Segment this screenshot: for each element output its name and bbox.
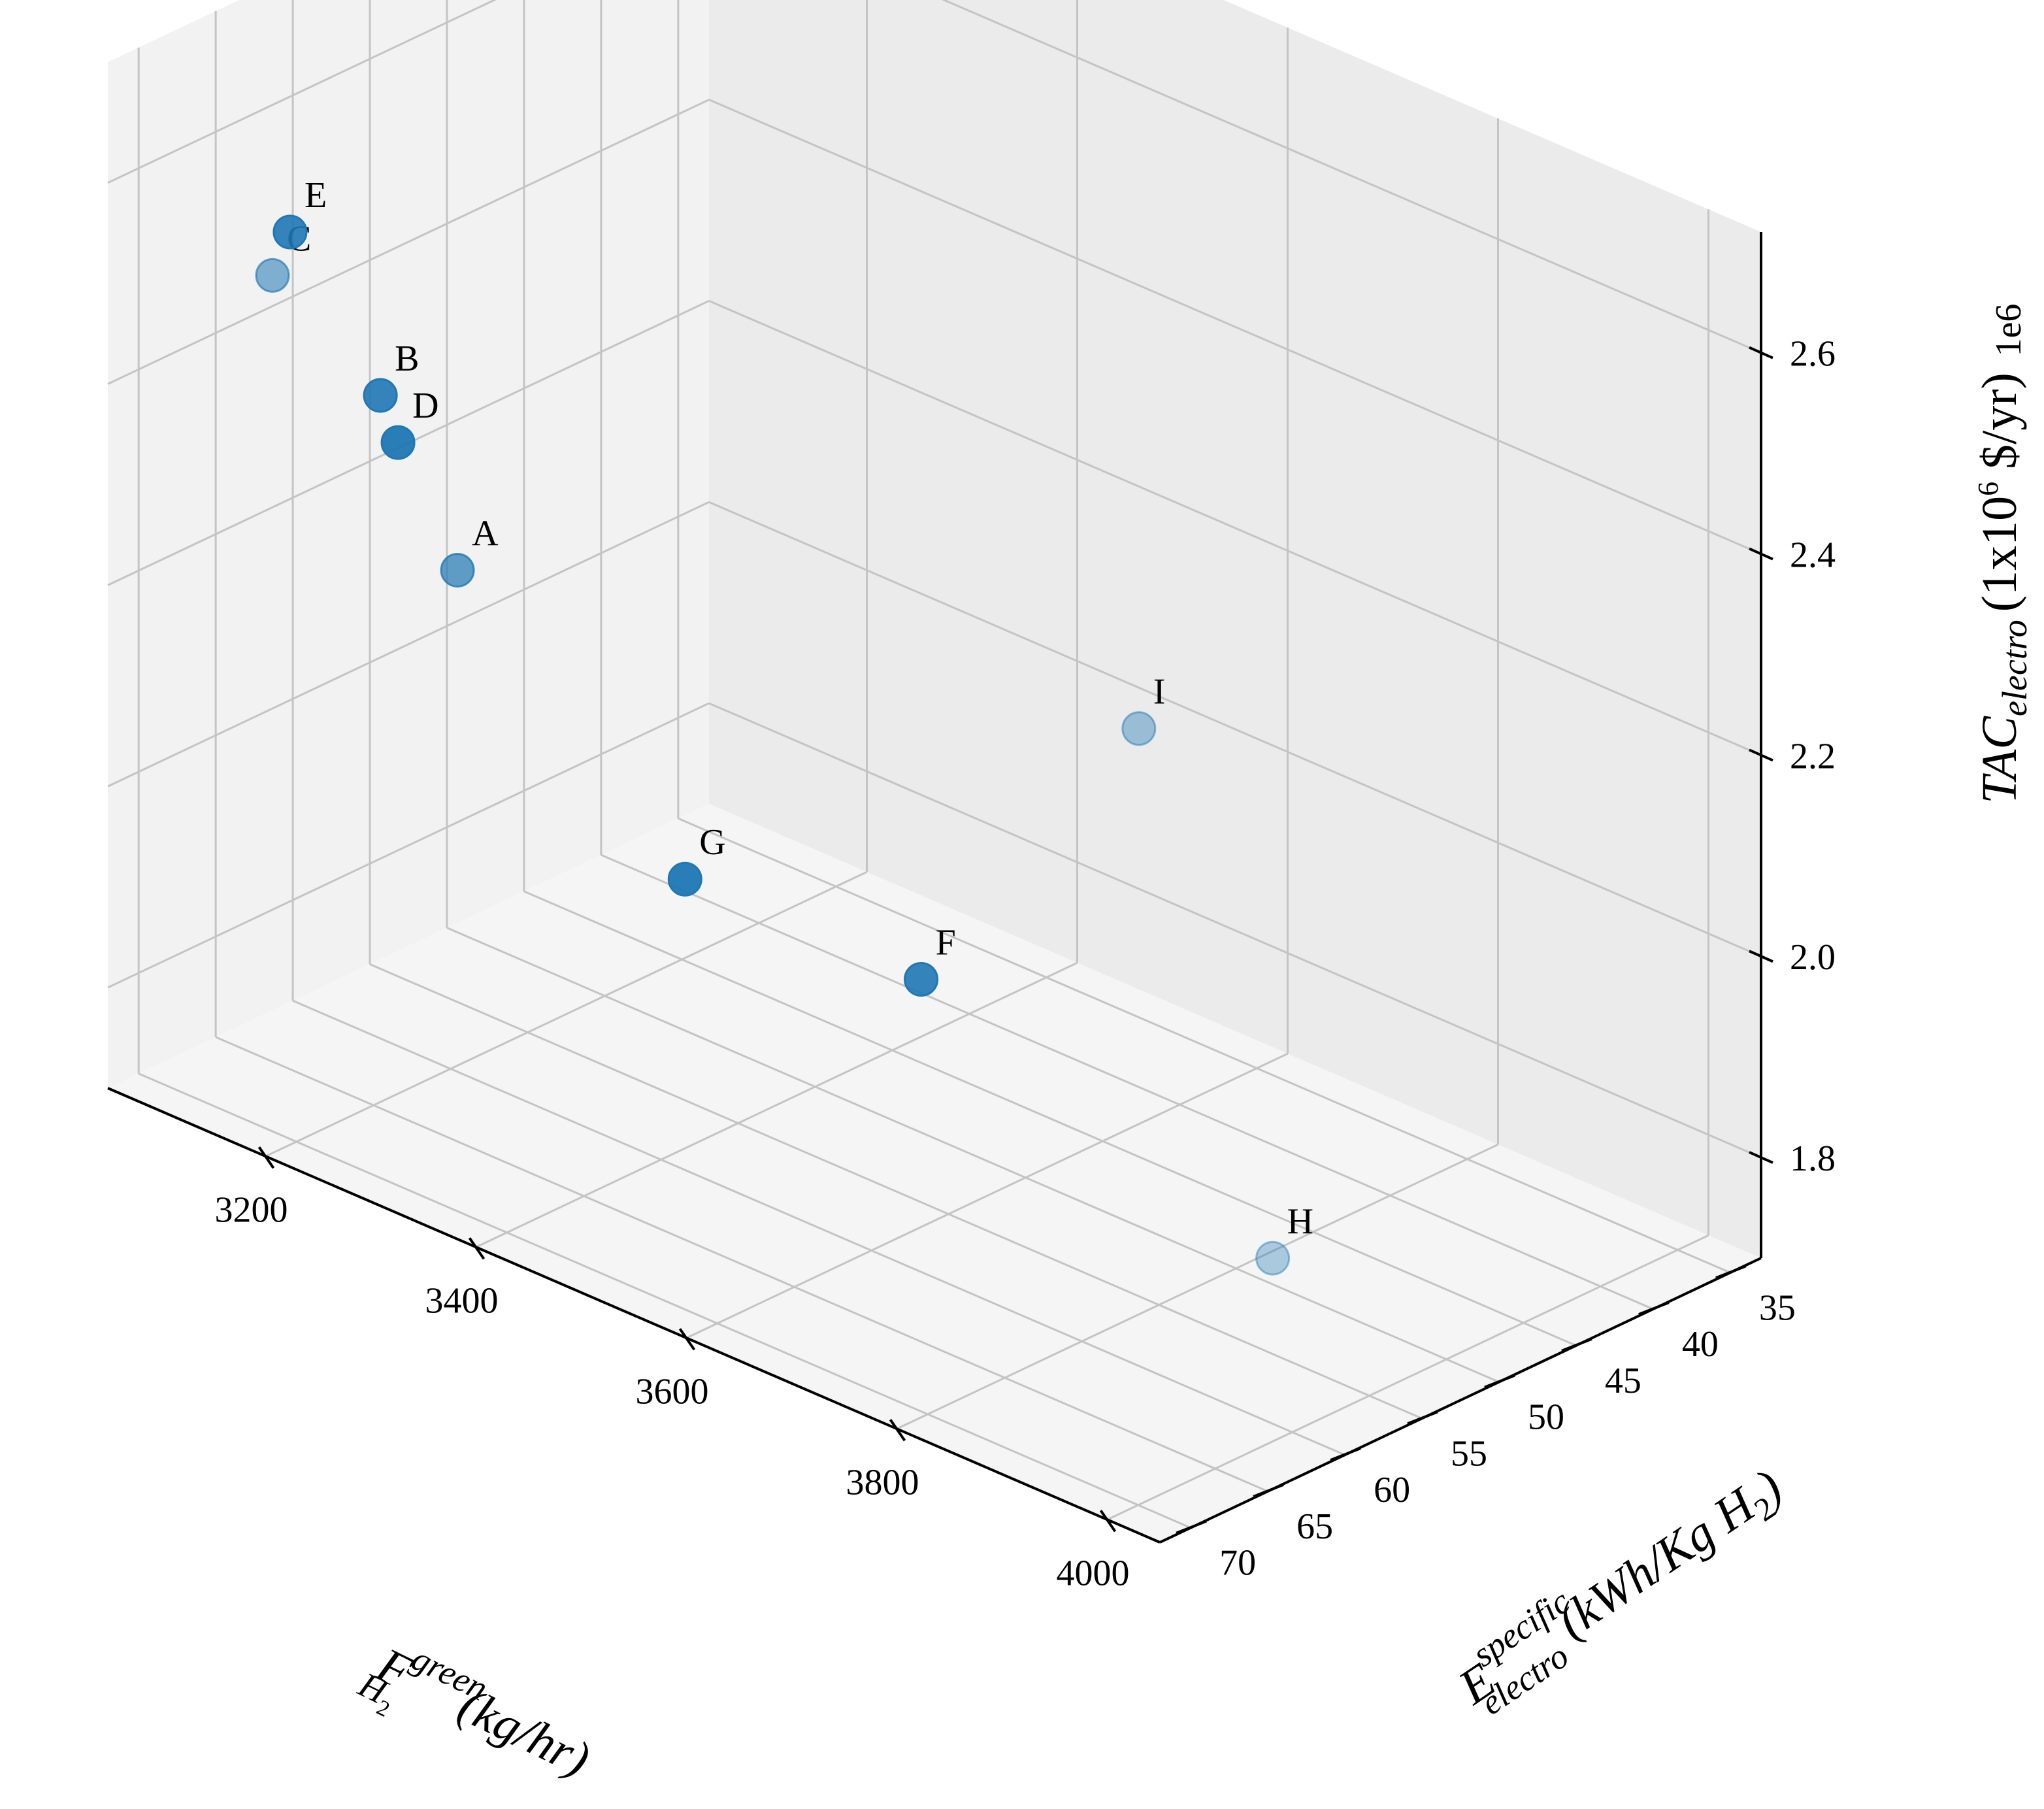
z-gridline	[708, 99, 1762, 555]
data-point-b	[363, 378, 398, 413]
z-tick	[1749, 547, 1773, 561]
z-gridline	[107, 0, 497, 184]
x-axis-line	[107, 1087, 1161, 1544]
point-label-f: F	[936, 922, 956, 963]
z-gridline	[107, 99, 710, 385]
y-tick	[1176, 1519, 1207, 1535]
y-tick-label: 35	[1759, 1287, 1796, 1328]
z-gridline	[107, 501, 710, 788]
z-tick	[1749, 950, 1773, 963]
y-tick	[1561, 1337, 1592, 1352]
axis-panes	[108, 0, 1761, 1542]
z-tick-label: 1.8	[1790, 1138, 1836, 1179]
z-tick-label: 2.2	[1790, 736, 1836, 776]
y-axis-label: Especificelectro(kWh/Kg H2)	[1441, 1448, 1800, 1728]
x-tick	[678, 1328, 696, 1351]
x-tick	[257, 1146, 275, 1169]
x-gridline	[896, 1143, 1499, 1430]
y-gridline	[523, 890, 1577, 1347]
z-gridline	[708, 300, 1762, 756]
point-label-e: E	[305, 175, 327, 216]
data-point-e	[272, 214, 308, 250]
x-tick-label: 4000	[1057, 1553, 1130, 1593]
z-tick-label: 2.6	[1790, 334, 1836, 374]
y-tick-label: 50	[1528, 1397, 1564, 1438]
data-point-c	[255, 257, 290, 293]
floor-pane	[108, 804, 1761, 1542]
grid-lines	[107, 0, 1762, 1529]
y-gridline	[601, 854, 1654, 1310]
point-label-h: H	[1287, 1201, 1313, 1242]
y-gridline	[138, 1072, 1191, 1529]
z-tick-label: 2.4	[1790, 535, 1836, 576]
y-tick	[1407, 1410, 1438, 1425]
y-tick	[1638, 1301, 1670, 1316]
z-tick-label: 2.0	[1790, 937, 1836, 978]
z-tick	[1749, 1151, 1773, 1164]
z-axis-label: TACelectro(1x106 $/yr)	[1972, 373, 2034, 804]
x-tick-label: 3600	[636, 1371, 709, 1412]
z-tick	[1749, 346, 1773, 359]
point-label-d: D	[412, 386, 438, 426]
x-gridline	[475, 961, 1078, 1248]
z-gridline	[708, 702, 1762, 1159]
data-point-i	[1121, 711, 1157, 746]
point-label-a: A	[472, 513, 499, 554]
z-gridline	[941, 0, 1762, 354]
data-point-g	[667, 861, 702, 897]
z-tick	[1749, 748, 1773, 762]
y-tick-label: 60	[1374, 1470, 1410, 1510]
y-gridline	[215, 1036, 1268, 1493]
z-offset-text: 1e6	[1988, 304, 2029, 357]
x-tick	[468, 1237, 486, 1260]
y-tick	[1330, 1447, 1361, 1462]
y-tick	[1253, 1484, 1284, 1498]
data-point-h	[1255, 1240, 1291, 1276]
y-tick-label: 70	[1219, 1543, 1256, 1584]
x-gridline	[1106, 1234, 1709, 1521]
x-tick	[1099, 1510, 1117, 1533]
z-gridline	[107, 702, 710, 989]
y-tick	[1715, 1265, 1747, 1280]
x-axis-label: FgreenH2 (kg/hr)	[350, 1622, 604, 1809]
y-gridline	[292, 999, 1345, 1456]
y-tick-label: 45	[1605, 1361, 1641, 1401]
data-point-f	[904, 961, 939, 997]
data-point-a	[440, 552, 475, 588]
y-gridline	[678, 817, 1731, 1274]
point-label-b: B	[395, 339, 419, 379]
data-points: ABCDEFGHI	[255, 175, 1313, 1276]
y-tick	[1484, 1374, 1515, 1389]
z-gridline	[708, 501, 1762, 957]
x-gridline	[685, 1052, 1289, 1339]
data-point-d	[380, 425, 416, 460]
axis-ticks: 3200 3400 3600 3800 4000 35 40 45 50 55 60 65 70 1.8 2…	[215, 334, 1836, 1594]
x-tick	[889, 1419, 906, 1442]
x-tick-label: 3200	[215, 1189, 288, 1230]
x-tick-label: 3800	[846, 1462, 919, 1502]
point-label-g: G	[699, 822, 725, 863]
y-tick-label: 55	[1451, 1433, 1487, 1474]
y-tick-label: 40	[1682, 1324, 1719, 1365]
x-gridline	[265, 871, 868, 1157]
point-label-i: I	[1153, 672, 1166, 712]
y-tick-label: 65	[1296, 1506, 1333, 1547]
x-tick-label: 3400	[425, 1280, 499, 1321]
y-gridline	[369, 963, 1423, 1419]
y-gridline	[446, 927, 1500, 1383]
